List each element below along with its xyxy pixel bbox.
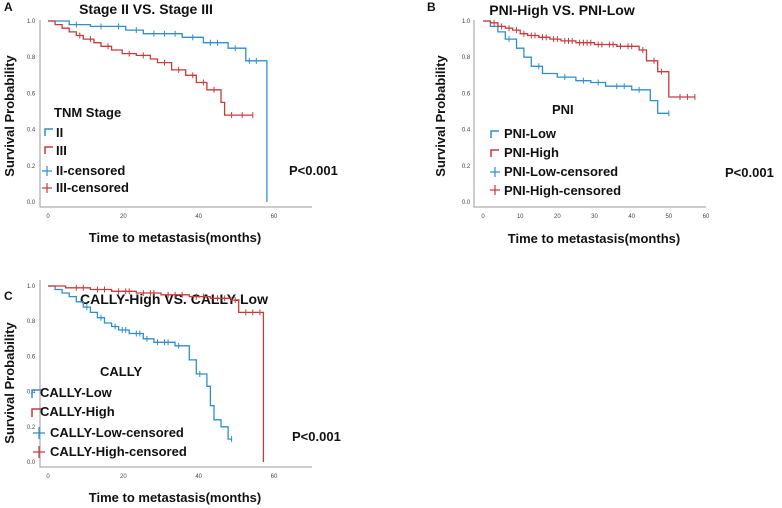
legend: II III II-censored III-censored xyxy=(42,125,129,195)
panel-b: B PNI-High VS. PNI-Low 0.0 0.2 0.4 0.6 0.8 1.… xyxy=(427,0,774,246)
x-axis-label: Time to metastasis(months) xyxy=(89,230,261,245)
y-tick-label: 0.0 xyxy=(27,200,36,206)
x-tick-label: 10 xyxy=(517,214,524,220)
x-ticks: 0 10 20 30 40 50 60 xyxy=(481,214,710,220)
survival-curves xyxy=(48,284,265,462)
legend-label: CALLY-Low xyxy=(40,385,113,400)
y-tick-label: 0.6 xyxy=(27,354,36,360)
legend: CALLY-Low CALLY-High CALLY-Low-censored … xyxy=(31,385,187,459)
legend-swatch-step xyxy=(490,149,499,157)
legend-label: CALLY-Low-censored xyxy=(50,425,184,440)
axes xyxy=(39,20,312,208)
x-tick-label: 0 xyxy=(46,214,50,220)
x-tick-label: 40 xyxy=(195,214,202,220)
x-tick-label: 40 xyxy=(628,214,635,220)
y-tick-label: 0.0 xyxy=(462,200,471,206)
legend-label: PNI-High xyxy=(504,145,559,160)
legend-label: PNI-High-censored xyxy=(504,183,621,198)
survival-curve-cally-high xyxy=(48,285,265,462)
legend-swatch-censor xyxy=(42,166,52,176)
x-ticks: 0 20 40 60 xyxy=(46,214,278,220)
y-tick-label: 1.0 xyxy=(27,284,36,290)
legend-swatch-censor xyxy=(33,427,45,439)
y-tick-label: 0.6 xyxy=(462,91,471,97)
legend-swatch-censor xyxy=(33,446,45,458)
x-tick-label: 40 xyxy=(195,474,202,480)
x-axis-label: Time to metastasis(months) xyxy=(508,231,680,246)
x-tick-label: 50 xyxy=(665,214,672,220)
legend-label: II-censored xyxy=(56,163,125,178)
survival-curves xyxy=(48,20,268,202)
panel-a: A Stage II VS. Stage III 0.0 0.2 0.4 0.6 0.8… xyxy=(2,0,338,245)
legend-title: PNI xyxy=(552,102,574,117)
y-ticks: 0.0 0.2 0.4 0.6 0.8 1.0 xyxy=(462,19,471,206)
p-value: P<0.001 xyxy=(725,165,774,180)
y-tick-label: 1.0 xyxy=(27,19,36,25)
legend-title: CALLY xyxy=(100,364,142,379)
panel-letter: B xyxy=(427,0,436,14)
y-tick-label: 0.8 xyxy=(27,319,36,325)
y-tick-label: 0.0 xyxy=(27,460,36,466)
legend: PNI-Low PNI-High PNI-Low-censored PNI-Hi… xyxy=(490,126,621,198)
x-tick-label: 30 xyxy=(591,214,598,220)
legend-label: III-censored xyxy=(56,180,129,195)
y-tick-label: 0.8 xyxy=(27,55,36,61)
chart-title: PNI-High VS. PNI-Low xyxy=(489,2,635,18)
x-tick-label: 60 xyxy=(271,214,278,220)
survival-curve-cally-low xyxy=(48,285,232,440)
legend-label: III xyxy=(56,143,67,158)
legend-label: CALLY-High-censored xyxy=(50,444,187,459)
panel-letter: A xyxy=(4,0,13,14)
x-tick-label: 20 xyxy=(120,474,127,480)
y-tick-label: 1.0 xyxy=(462,19,471,25)
legend-swatch-step xyxy=(44,128,53,136)
x-ticks: 0 20 40 60 xyxy=(46,474,278,480)
legend-swatch-step xyxy=(44,146,53,154)
survival-curve-pni-high xyxy=(483,20,695,98)
axes xyxy=(39,280,312,468)
survival-curve-iii xyxy=(48,20,253,116)
survival-curves xyxy=(483,19,696,117)
legend-label: PNI-Low-censored xyxy=(504,164,618,179)
x-tick-label: 60 xyxy=(271,474,278,480)
panel-c: C CALLY-High VS. CALLY-Low 0.00.20.40.60… xyxy=(2,280,341,505)
survival-curve-ii xyxy=(48,20,268,202)
y-tick-label: 0.2 xyxy=(27,164,36,170)
y-ticks: 0.00.20.40.60.81.0 xyxy=(27,284,36,466)
legend-swatch-step xyxy=(31,408,42,417)
legend-swatch-step xyxy=(31,389,42,398)
y-tick-label: 0.4 xyxy=(462,128,471,134)
y-tick-label: 0.8 xyxy=(462,55,471,61)
y-tick-label: 0.2 xyxy=(27,425,36,431)
legend-swatch-censor xyxy=(490,185,500,195)
y-axis-label: Survival Probability xyxy=(433,55,448,177)
legend-swatch-censor xyxy=(490,167,500,177)
p-value: P<0.001 xyxy=(292,429,341,444)
panel-letter: C xyxy=(4,289,13,303)
y-tick-label: 0.4 xyxy=(27,128,36,134)
chart-title: CALLY-High VS. CALLY-Low xyxy=(80,291,268,307)
legend-swatch-step xyxy=(490,130,499,138)
x-tick-label: 0 xyxy=(481,214,485,220)
y-axis-label: Survival Probability xyxy=(2,55,17,177)
x-axis-label: Time to metastasis(months) xyxy=(89,490,261,505)
legend-label: II xyxy=(56,125,63,140)
legend-title: TNM Stage xyxy=(54,105,121,120)
legend-label: CALLY-High xyxy=(40,404,115,419)
p-value: P<0.001 xyxy=(289,163,338,178)
y-tick-label: 0.2 xyxy=(462,164,471,170)
x-tick-label: 60 xyxy=(703,214,710,220)
legend-label: PNI-Low xyxy=(504,126,557,141)
survival-curve-pni-low xyxy=(483,20,669,114)
y-ticks: 0.0 0.2 0.4 0.6 0.8 1.0 xyxy=(27,19,36,206)
x-tick-label: 20 xyxy=(554,214,561,220)
x-tick-label: 20 xyxy=(120,214,127,220)
y-axis-label: Survival Probability xyxy=(2,322,17,444)
axes xyxy=(473,20,706,208)
chart-title: Stage II VS. Stage III xyxy=(79,1,213,17)
x-tick-label: 0 xyxy=(46,474,50,480)
legend-swatch-censor xyxy=(42,183,52,193)
y-tick-label: 0.6 xyxy=(27,91,36,97)
